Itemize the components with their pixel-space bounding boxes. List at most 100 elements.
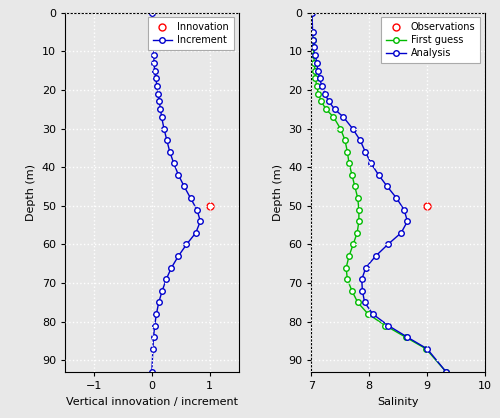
First guess [354, 300, 360, 305]
Analysis [362, 300, 368, 305]
Analysis [315, 68, 321, 73]
First guess [354, 196, 360, 201]
Increment [154, 311, 160, 316]
First guess [349, 172, 355, 177]
Analysis [401, 207, 407, 212]
First guess [318, 99, 324, 104]
First guess [350, 242, 356, 247]
Analysis [368, 161, 374, 166]
Analysis [326, 99, 332, 104]
Analysis [394, 196, 400, 201]
Analysis [357, 138, 363, 143]
First guess [356, 219, 362, 224]
Analysis [332, 107, 338, 112]
First guess [309, 29, 315, 34]
Increment [158, 115, 164, 120]
Analysis [319, 84, 325, 89]
Increment [153, 76, 159, 81]
Increment [156, 99, 162, 104]
Increment [156, 300, 162, 305]
Increment [159, 288, 165, 293]
Legend: Innovation, Increment: Innovation, Increment [148, 18, 234, 50]
Analysis [309, 10, 315, 15]
Analysis [370, 311, 376, 316]
Analysis [316, 76, 322, 81]
First guess [311, 53, 317, 58]
Increment [184, 242, 190, 247]
Analysis [312, 45, 318, 50]
First guess [312, 76, 318, 81]
Increment [150, 53, 156, 58]
First guess [323, 107, 329, 112]
First guess [423, 347, 429, 352]
Increment [194, 207, 200, 212]
First guess [344, 277, 350, 282]
Analysis [385, 242, 391, 247]
Analysis [314, 60, 320, 65]
Analysis [350, 126, 356, 131]
Increment [150, 37, 156, 42]
First guess [344, 149, 350, 154]
Analysis [362, 149, 368, 154]
Analysis [384, 184, 390, 189]
Increment [152, 323, 158, 328]
First guess [354, 230, 360, 235]
Line: Increment: Increment [149, 10, 203, 375]
Analysis [359, 277, 365, 282]
First guess [316, 91, 322, 96]
First guess [330, 115, 336, 120]
Increment [192, 230, 198, 235]
First guess [346, 254, 352, 259]
Increment [198, 219, 203, 224]
Analysis [360, 288, 366, 293]
Analysis [424, 347, 430, 352]
First guess [443, 370, 449, 375]
Legend: Observations, First guess, Analysis: Observations, First guess, Analysis [382, 18, 480, 63]
First guess [312, 68, 318, 73]
Analysis [372, 254, 378, 259]
Increment [181, 184, 187, 189]
Analysis [310, 37, 316, 42]
Increment [149, 370, 155, 375]
First guess [349, 288, 355, 293]
First guess [402, 335, 408, 340]
First guess [365, 311, 371, 316]
Increment [166, 149, 172, 154]
Increment [163, 277, 169, 282]
Line: Analysis: Analysis [309, 10, 449, 375]
Increment [150, 347, 156, 352]
Increment [161, 126, 167, 131]
Analysis [340, 115, 346, 120]
Increment [151, 60, 157, 65]
First guess [312, 60, 318, 65]
Analysis [312, 53, 318, 58]
First guess [310, 37, 316, 42]
First guess [343, 265, 349, 270]
Increment [188, 196, 194, 201]
First guess [356, 207, 362, 212]
Increment [168, 265, 174, 270]
Analysis [322, 91, 328, 96]
Increment [150, 29, 156, 34]
First guess [342, 138, 348, 143]
First guess [382, 323, 388, 328]
Y-axis label: Depth (m): Depth (m) [272, 164, 282, 221]
X-axis label: Salinity: Salinity [378, 397, 419, 407]
Analysis [404, 335, 410, 340]
Increment [176, 172, 182, 177]
Increment [155, 91, 161, 96]
Increment [171, 161, 177, 166]
Increment [176, 254, 182, 259]
Line: First guess: First guess [308, 10, 449, 375]
First guess [314, 84, 320, 89]
Increment [150, 10, 156, 15]
Increment [150, 45, 156, 50]
Analysis [386, 323, 392, 328]
Analysis [310, 29, 316, 34]
Analysis [363, 265, 369, 270]
First guess [308, 10, 314, 15]
Increment [154, 84, 160, 89]
Analysis [376, 172, 382, 177]
Increment [164, 138, 170, 143]
Y-axis label: Depth (m): Depth (m) [26, 164, 36, 221]
